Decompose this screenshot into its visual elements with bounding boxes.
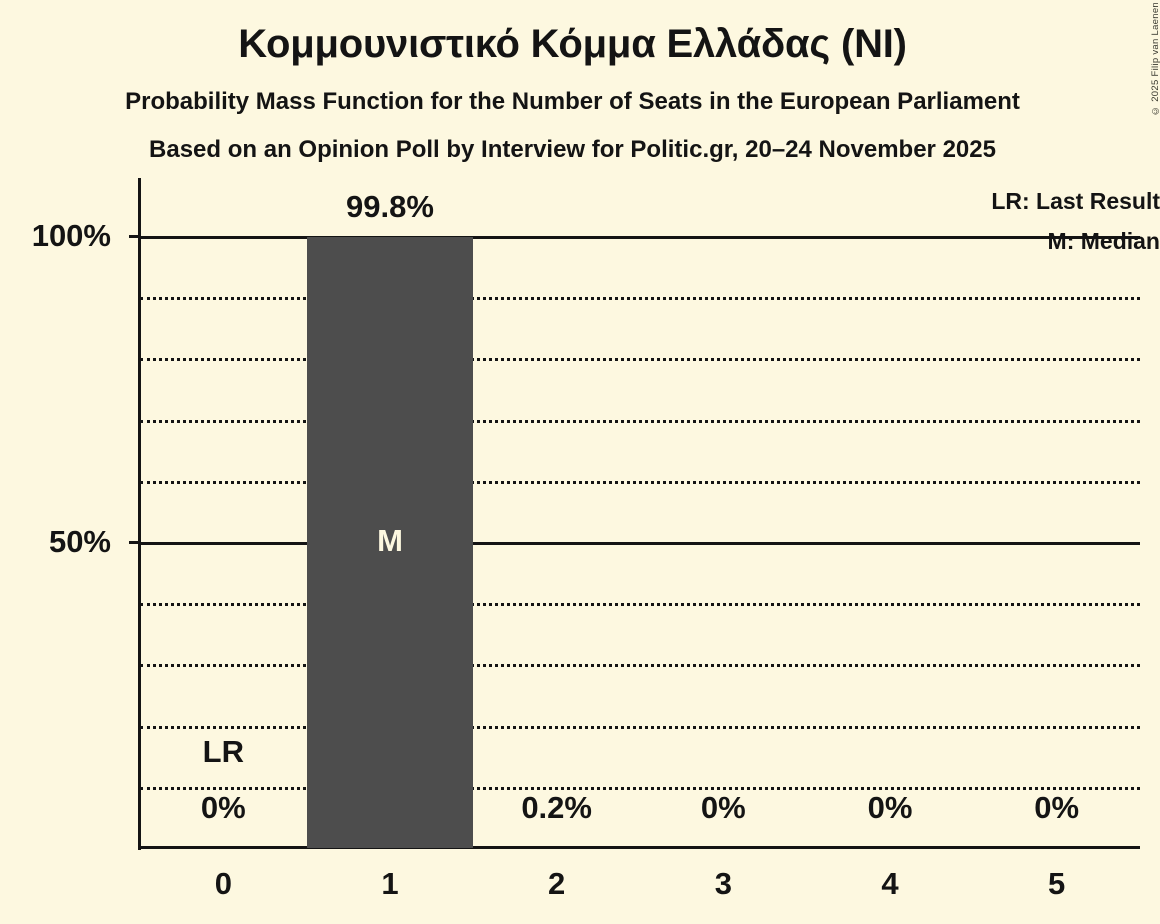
y-axis-tick-mark [129, 541, 140, 544]
median-marker: M [377, 522, 403, 558]
bar-value-label: 0% [700, 790, 746, 825]
bar-value-label: 0.2% [521, 790, 592, 825]
gridline [140, 786, 1140, 790]
bar-value-label: 99.8% [346, 189, 434, 225]
x-axis-tick-label: 1 [381, 866, 399, 901]
bar[interactable] [307, 237, 473, 848]
y-axis-tick-label: 50% [48, 524, 111, 559]
x-axis-tick-label: 2 [548, 866, 566, 901]
copyright-notice: © 2025 Filip van Laenen [1150, 2, 1160, 117]
y-axis-tick-label: 100% [31, 218, 111, 253]
gridline [140, 725, 1140, 729]
gridline [140, 480, 1140, 484]
chart-source-subtitle: Based on an Opinion Poll by Interview fo… [149, 136, 996, 163]
legend-last-result: LR: Last Result [991, 188, 1160, 214]
x-axis-tick-label: 4 [881, 866, 899, 901]
page-title: Κομμουνιστικό Κόμμα Ελλάδας (ΝΙ) [238, 22, 907, 66]
gridline [140, 542, 1140, 545]
x-axis-line [138, 846, 1140, 849]
last-result-marker: LR [202, 734, 244, 769]
gridline [140, 236, 1140, 239]
x-axis-tick-label: 5 [1048, 866, 1066, 901]
gridline [140, 358, 1140, 362]
gridline [140, 297, 1140, 301]
y-axis-tick-mark [129, 235, 140, 238]
x-axis-tick-label: 3 [714, 866, 732, 901]
gridline [140, 419, 1140, 423]
bar-value-label: 0% [200, 790, 246, 825]
bar-column[interactable]: 0% [974, 178, 1140, 848]
gridline [140, 603, 1140, 607]
chart-subtitle: Probability Mass Function for the Number… [125, 88, 1020, 115]
gridline [140, 664, 1140, 668]
x-axis-tick-label: 0 [214, 866, 232, 901]
bar-column[interactable]: 0% LR [140, 178, 306, 848]
bar-column[interactable]: 0% [640, 178, 806, 848]
bar-value-label: 0% [867, 790, 913, 825]
bar-column[interactable]: 0% [807, 178, 973, 848]
legend-median: M: Median [1047, 228, 1160, 254]
bar-column[interactable]: 0.2% [474, 178, 640, 848]
y-axis-line [138, 178, 141, 850]
plot-area: 100% 50% 0% LR 99.8% M 0.2% 0% 0% 0% [32, 178, 1140, 848]
bar-column[interactable]: 99.8% M [307, 178, 473, 848]
bar-value-label: 0% [1034, 790, 1080, 825]
